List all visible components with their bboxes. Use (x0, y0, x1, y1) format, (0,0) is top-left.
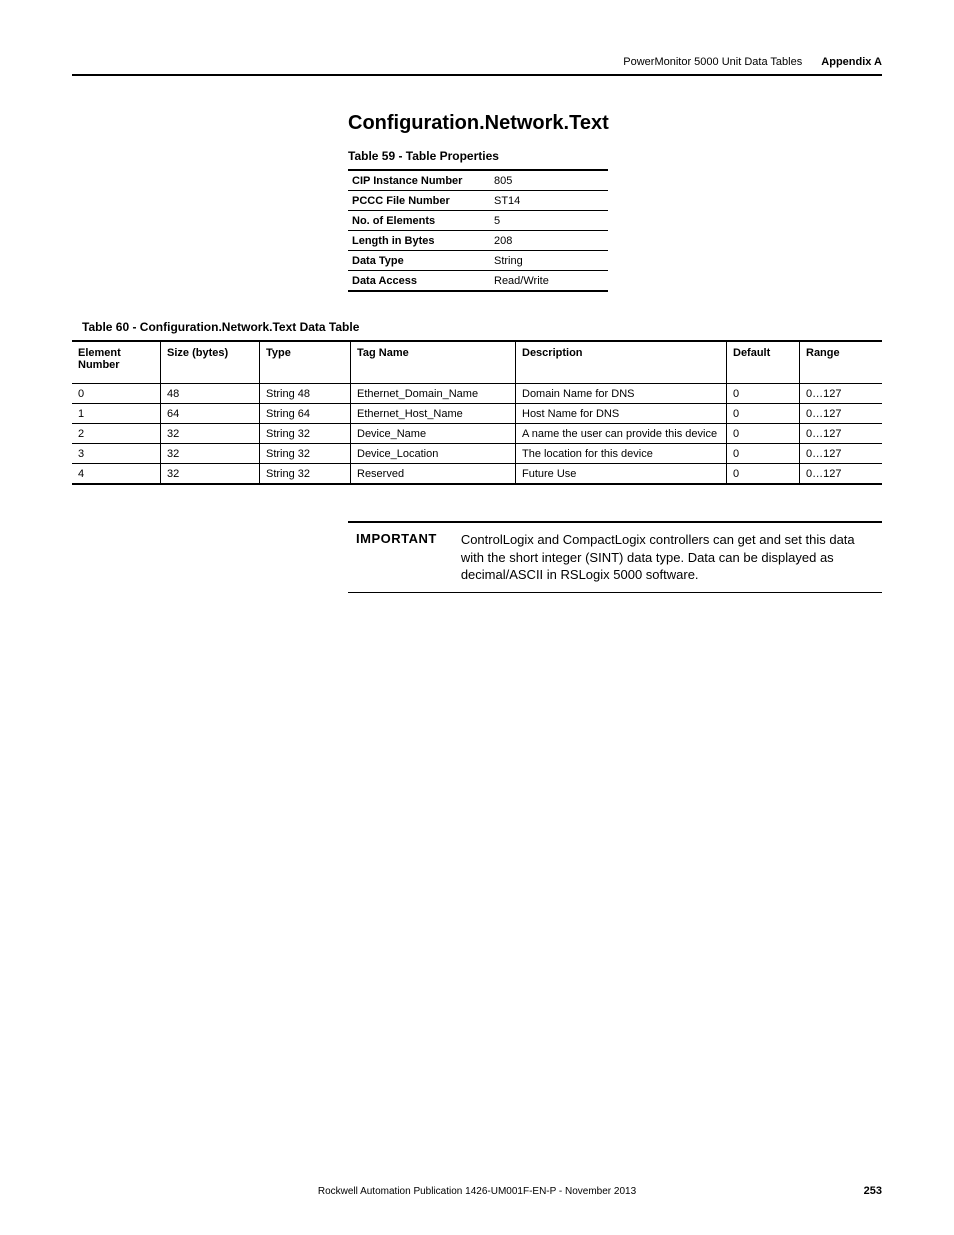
header-appendix: Appendix A (821, 56, 882, 68)
th-size: Size (bytes) (161, 341, 260, 384)
cell: 0…127 (800, 384, 883, 404)
cell: A name the user can provide this device (516, 424, 727, 444)
cell: The location for this device (516, 444, 727, 464)
cell: 32 (161, 424, 260, 444)
cell: String 64 (260, 404, 351, 424)
cell: Ethernet_Domain_Name (351, 384, 516, 404)
table-row: No. of Elements5 (348, 211, 608, 231)
cell: 32 (161, 444, 260, 464)
cell: Device_Name (351, 424, 516, 444)
cell: 0…127 (800, 464, 883, 485)
cell: 4 (72, 464, 161, 485)
prop-value: String (490, 251, 608, 271)
cell: 0 (727, 464, 800, 485)
prop-value: 5 (490, 211, 608, 231)
table-row: 432String 32ReservedFuture Use00…127 (72, 464, 882, 485)
th-tag: Tag Name (351, 341, 516, 384)
important-text: ControlLogix and CompactLogix controller… (461, 531, 882, 584)
table-row: PCCC File NumberST14 (348, 191, 608, 211)
cell: String 32 (260, 444, 351, 464)
cell: 32 (161, 464, 260, 485)
table-row: 332String 32Device_LocationThe location … (72, 444, 882, 464)
prop-value: 805 (490, 170, 608, 191)
table-row: 232String 32Device_NameA name the user c… (72, 424, 882, 444)
important-box: IMPORTANT ControlLogix and CompactLogix … (348, 521, 882, 593)
cell: Future Use (516, 464, 727, 485)
prop-key: Data Type (348, 251, 490, 271)
th-desc: Description (516, 341, 727, 384)
table59-caption: Table 59 - Table Properties (348, 149, 882, 163)
page-header: PowerMonitor 5000 Unit Data Tables Appen… (72, 56, 882, 76)
prop-key: Data Access (348, 271, 490, 292)
table-row: Data TypeString (348, 251, 608, 271)
cell: 1 (72, 404, 161, 424)
th-default: Default (727, 341, 800, 384)
th-range: Range (800, 341, 883, 384)
cell: Ethernet_Host_Name (351, 404, 516, 424)
cell: 0 (727, 384, 800, 404)
table-row: 048String 48Ethernet_Domain_NameDomain N… (72, 384, 882, 404)
section-title: Configuration.Network.Text (348, 112, 882, 135)
prop-value: 208 (490, 231, 608, 251)
cell: 2 (72, 424, 161, 444)
cell: 64 (161, 404, 260, 424)
cell: Domain Name for DNS (516, 384, 727, 404)
prop-value: ST14 (490, 191, 608, 211)
th-element: Element Number (72, 341, 161, 384)
cell: 0 (727, 444, 800, 464)
th-type: Type (260, 341, 351, 384)
table-row: CIP Instance Number805 (348, 170, 608, 191)
important-label: IMPORTANT (348, 531, 461, 584)
prop-key: CIP Instance Number (348, 170, 490, 191)
footer-page: 253 (864, 1185, 882, 1197)
cell: String 32 (260, 464, 351, 485)
table-row: Length in Bytes208 (348, 231, 608, 251)
cell: Device_Location (351, 444, 516, 464)
prop-value: Read/Write (490, 271, 608, 292)
cell: Host Name for DNS (516, 404, 727, 424)
cell: 3 (72, 444, 161, 464)
cell: Reserved (351, 464, 516, 485)
table59: CIP Instance Number805PCCC File NumberST… (348, 169, 608, 292)
header-doc-title: PowerMonitor 5000 Unit Data Tables (623, 56, 802, 68)
cell: 0 (727, 424, 800, 444)
table-row: Data AccessRead/Write (348, 271, 608, 292)
cell: 48 (161, 384, 260, 404)
footer-pub: Rockwell Automation Publication 1426-UM0… (72, 1186, 882, 1197)
cell: 0…127 (800, 444, 883, 464)
cell: 0…127 (800, 404, 883, 424)
cell: String 48 (260, 384, 351, 404)
cell: 0 (72, 384, 161, 404)
table-row: 164String 64Ethernet_Host_NameHost Name … (72, 404, 882, 424)
cell: 0 (727, 404, 800, 424)
cell: String 32 (260, 424, 351, 444)
prop-key: Length in Bytes (348, 231, 490, 251)
table60: Element Number Size (bytes) Type Tag Nam… (72, 340, 882, 485)
cell: 0…127 (800, 424, 883, 444)
prop-key: No. of Elements (348, 211, 490, 231)
table60-caption: Table 60 - Configuration.Network.Text Da… (82, 320, 882, 334)
prop-key: PCCC File Number (348, 191, 490, 211)
